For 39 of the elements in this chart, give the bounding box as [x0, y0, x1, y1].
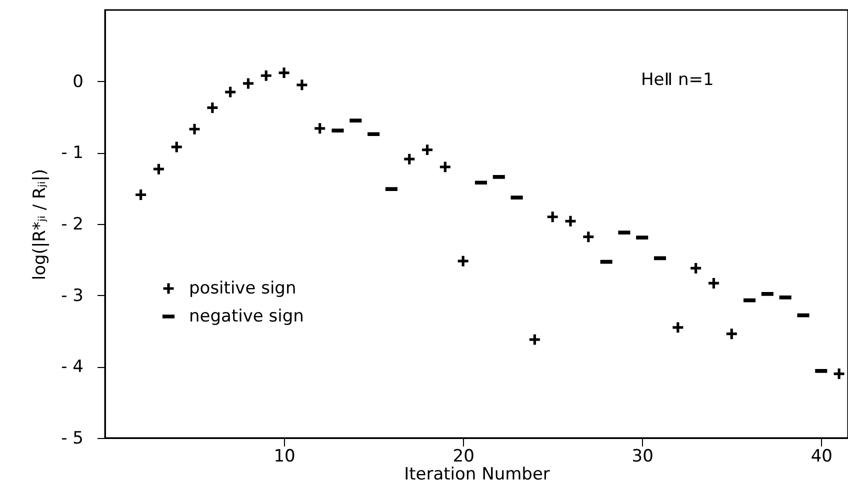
point — [671, 320, 684, 334]
x-tick-label: 40 — [810, 446, 832, 466]
point — [725, 327, 738, 340]
legend-label: negative sign — [189, 306, 304, 326]
x-tick-label: 10 — [274, 446, 296, 466]
legend-label: positive sign — [189, 278, 296, 298]
point — [402, 152, 416, 166]
point — [564, 214, 578, 228]
point — [420, 143, 434, 156]
point — [456, 254, 470, 268]
point — [582, 230, 595, 244]
y-tick-label: - 5 — [61, 428, 84, 448]
point — [188, 122, 202, 136]
point — [689, 262, 702, 275]
point — [295, 78, 308, 92]
point — [438, 160, 452, 174]
point — [313, 122, 326, 135]
point — [170, 140, 184, 154]
x-tick-label: 20 — [452, 446, 474, 466]
y-tick-label: 0 — [72, 72, 84, 92]
point — [832, 367, 846, 380]
y-tick-label: - 2 — [61, 214, 84, 234]
point — [152, 162, 166, 176]
point — [546, 210, 560, 224]
point — [528, 333, 542, 346]
x-axis-title: Iteration Number — [404, 464, 550, 484]
point — [260, 69, 273, 82]
point — [277, 66, 291, 80]
point — [242, 76, 255, 90]
point — [134, 188, 148, 202]
annotation: HeⅡ n=1 — [641, 70, 714, 90]
y-tick-label: - 3 — [61, 286, 84, 306]
y-axis-title: log(|R*ⱼᵢ / Rⱼᵢ|) — [30, 168, 50, 280]
y-tick-label: - 1 — [61, 143, 84, 164]
point — [206, 101, 219, 114]
point — [224, 85, 237, 99]
point — [707, 276, 720, 290]
x-tick-label: 30 — [632, 446, 654, 466]
y-tick-label: - 4 — [61, 357, 84, 378]
